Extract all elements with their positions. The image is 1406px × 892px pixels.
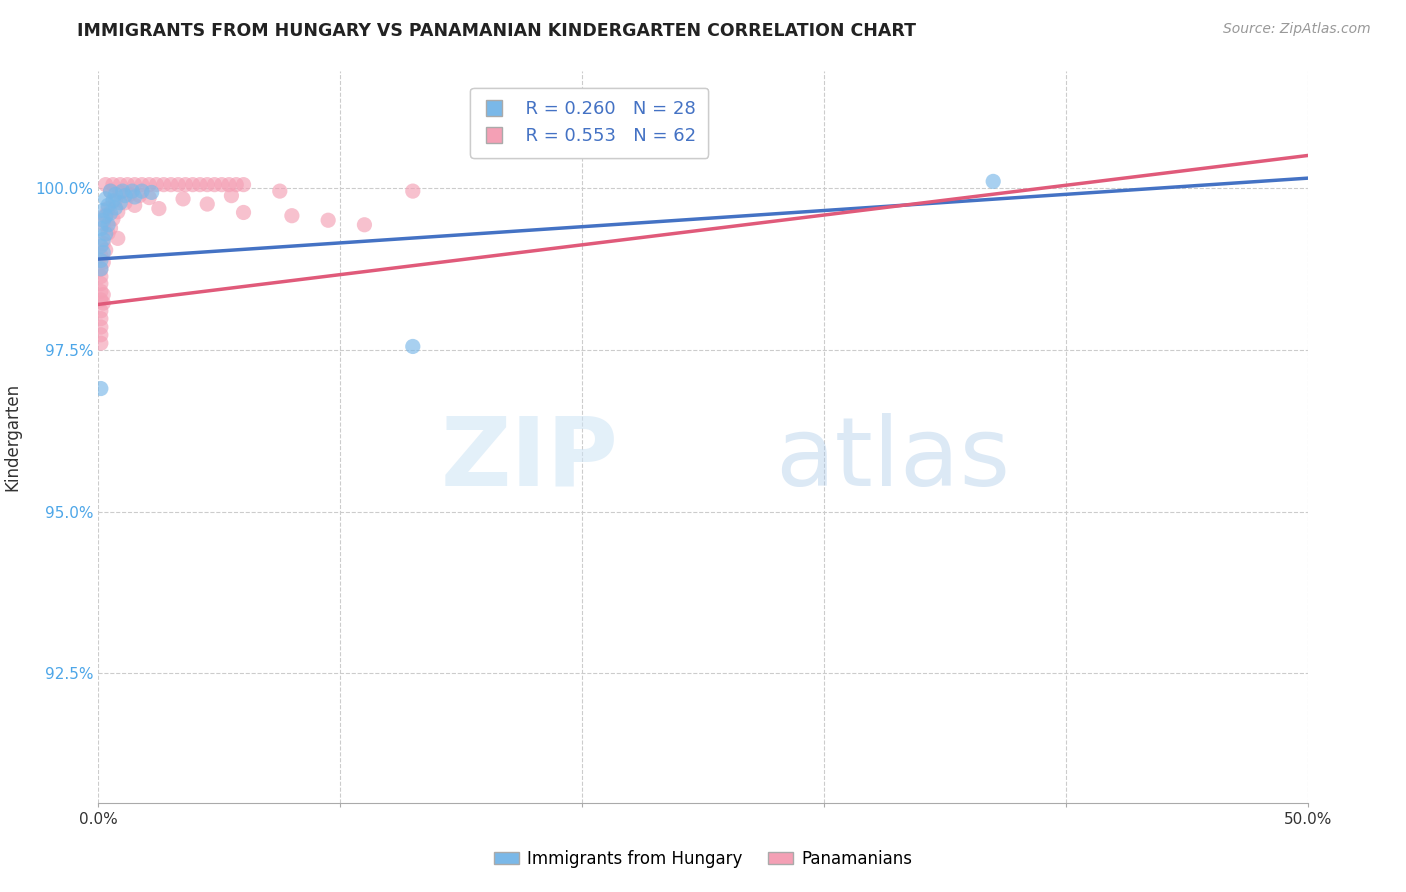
- Point: [281, 209, 304, 223]
- Point: [90, 221, 112, 235]
- Point: [104, 187, 127, 202]
- Point: [138, 191, 160, 205]
- Point: [225, 178, 247, 192]
- Text: ZIP: ZIP: [440, 412, 619, 506]
- Point: [111, 184, 134, 198]
- Point: [100, 206, 122, 220]
- Point: [107, 204, 129, 219]
- Point: [90, 293, 112, 307]
- Point: [402, 339, 425, 353]
- Point: [94, 227, 117, 241]
- Point: [90, 277, 112, 291]
- Point: [90, 382, 112, 396]
- Point: [104, 201, 127, 215]
- Point: [145, 178, 167, 192]
- Point: [131, 178, 153, 192]
- Point: [101, 211, 124, 226]
- Point: [97, 226, 120, 240]
- Point: [104, 193, 127, 207]
- Point: [91, 255, 114, 269]
- Point: [100, 221, 122, 235]
- Text: IMMIGRANTS FROM HUNGARY VS PANAMANIAN KINDERGARTEN CORRELATION CHART: IMMIGRANTS FROM HUNGARY VS PANAMANIAN KI…: [77, 22, 917, 40]
- Point: [90, 327, 112, 342]
- Point: [172, 192, 194, 206]
- Point: [97, 198, 120, 212]
- Point: [90, 303, 112, 318]
- Point: [114, 188, 136, 202]
- Point: [167, 178, 190, 192]
- Point: [91, 217, 114, 231]
- Point: [94, 178, 117, 192]
- Point: [232, 178, 254, 192]
- Point: [90, 269, 112, 284]
- Point: [269, 184, 291, 198]
- Point: [117, 178, 139, 192]
- Point: [402, 184, 425, 198]
- Point: [181, 178, 204, 192]
- Point: [97, 218, 120, 232]
- Y-axis label: Kindergarten: Kindergarten: [4, 383, 21, 491]
- Point: [94, 243, 117, 257]
- Point: [981, 174, 1004, 188]
- Point: [90, 320, 112, 334]
- Point: [90, 262, 112, 277]
- Point: [101, 178, 124, 192]
- Point: [232, 205, 254, 219]
- Text: atlas: atlas: [776, 412, 1011, 506]
- Point: [211, 178, 233, 192]
- Point: [118, 187, 141, 202]
- Point: [218, 178, 240, 192]
- Point: [90, 311, 112, 326]
- Point: [91, 213, 114, 227]
- Point: [108, 178, 131, 192]
- Point: [152, 178, 174, 192]
- Legend: Immigrants from Hungary, Panamanians: Immigrants from Hungary, Panamanians: [488, 844, 918, 875]
- Text: Source: ZipAtlas.com: Source: ZipAtlas.com: [1223, 22, 1371, 37]
- Point: [174, 178, 197, 192]
- Point: [124, 178, 146, 192]
- Point: [108, 195, 131, 210]
- Point: [94, 208, 117, 222]
- Point: [100, 184, 122, 198]
- Point: [91, 296, 114, 310]
- Point: [90, 249, 112, 263]
- Point: [108, 186, 131, 200]
- Point: [141, 186, 163, 200]
- Point: [90, 336, 112, 351]
- Point: [90, 239, 112, 253]
- Point: [160, 178, 183, 192]
- Point: [91, 233, 114, 247]
- Point: [107, 231, 129, 245]
- Point: [90, 253, 112, 268]
- Point: [94, 210, 117, 224]
- Point: [316, 213, 339, 227]
- Point: [128, 188, 150, 202]
- Point: [353, 218, 375, 232]
- Point: [94, 192, 117, 206]
- Point: [91, 287, 114, 301]
- Point: [97, 202, 120, 216]
- Legend:   R = 0.260   N = 28,   R = 0.553   N = 62: R = 0.260 N = 28, R = 0.553 N = 62: [470, 87, 709, 158]
- Point: [90, 261, 112, 276]
- Point: [131, 184, 153, 198]
- Point: [195, 197, 218, 211]
- Point: [121, 184, 143, 198]
- Point: [195, 178, 218, 192]
- Point: [188, 178, 211, 192]
- Point: [100, 184, 122, 198]
- Point: [101, 194, 124, 208]
- Point: [91, 236, 114, 251]
- Point: [124, 198, 146, 212]
- Point: [91, 203, 114, 218]
- Point: [148, 202, 170, 216]
- Point: [114, 195, 136, 210]
- Point: [138, 178, 160, 192]
- Point: [124, 190, 146, 204]
- Point: [91, 245, 114, 260]
- Point: [204, 178, 226, 192]
- Point: [90, 285, 112, 299]
- Point: [221, 188, 243, 202]
